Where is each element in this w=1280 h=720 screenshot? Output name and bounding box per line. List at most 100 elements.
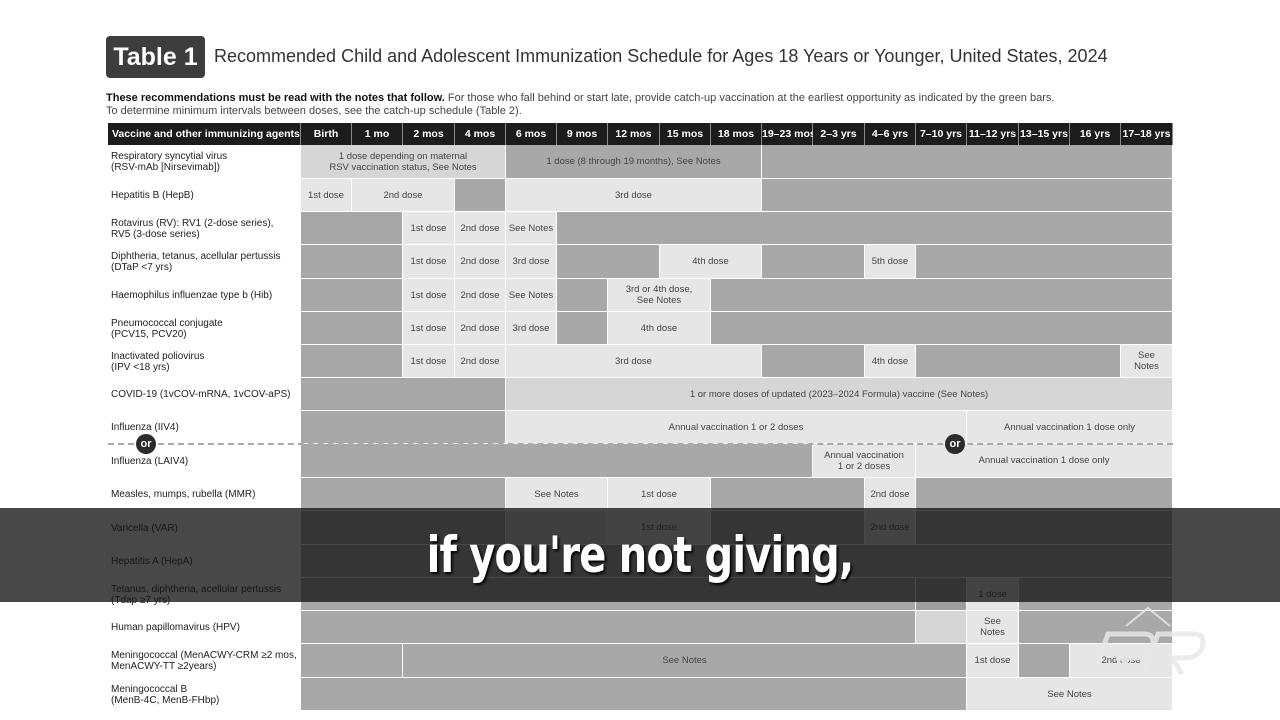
cell-text: Annual vaccination — [824, 449, 904, 461]
schedule-cell: 4th dose — [660, 245, 762, 279]
cell-text: 3rd dose — [512, 256, 550, 267]
column-header: Vaccine and other immunizing agents — [108, 123, 301, 145]
column-header: 19–23 mos — [762, 123, 816, 145]
schedule-cell — [301, 444, 813, 478]
schedule-cell: 1st dose — [403, 345, 455, 378]
cell-text: 1st dose — [410, 222, 447, 234]
schedule-cell — [301, 245, 403, 279]
schedule-cell: See Notes — [506, 478, 608, 511]
cell-text: Notes — [980, 627, 1005, 638]
row-label-line: Haemophilus influenzae type b (Hib) — [111, 290, 273, 301]
row-label: Hepatitis B (HepB) — [108, 179, 300, 212]
row-label-line: Measles, mumps, rubella (MMR) — [111, 489, 256, 500]
schedule-cell — [916, 245, 1173, 279]
cell-text: 1 or more doses of updated (2023–2024 Fo… — [689, 388, 989, 400]
row-label-line: (MenB-4C, MenB-FHbp) — [111, 694, 220, 706]
cell-text: 4th dose — [692, 256, 729, 267]
schedule-cell: 1st dose — [403, 245, 455, 279]
column-header: 16 yrs — [1070, 123, 1121, 145]
cell-text: 5th dose — [871, 256, 909, 267]
row-label: Rotavirus (RV): RV1 (2-dose series), RV5 … — [108, 212, 300, 245]
row-label-line: Diphtheria, tetanus, acellular pertussis — [111, 251, 281, 262]
row-label: Haemophilus influenzae type b (Hib) — [108, 279, 300, 312]
schedule-cell — [762, 345, 865, 378]
row-label-line: Meningococcal (MenACWY-CRM ≥2 mos, — [111, 650, 297, 661]
row-label-line: Meningococcal B — [111, 683, 188, 695]
row-label: Diphtheria, tetanus, acellular pertussis… — [108, 245, 300, 279]
schedule-cell: 1st dose — [403, 279, 455, 312]
schedule-cell — [1019, 611, 1173, 644]
schedule-cell: See Notes — [506, 212, 557, 245]
row-label: Respiratory syncytial virus (RSV-mAb [Nir… — [108, 145, 300, 179]
schedule-cell: 1st dose — [403, 212, 455, 245]
schedule-cell: See Notes — [506, 279, 557, 312]
row-label: Pneumococcal conjugate (PCV15, PCV20) — [108, 312, 300, 345]
schedule-cell: Annual vaccination 1 dose only — [967, 411, 1173, 444]
row-label: Human papillomavirus (HPV) — [108, 611, 300, 644]
row-label-line: MenACWY-TT ≥2years) — [111, 661, 217, 672]
cell-text: 1 dose depending on maternal — [338, 150, 468, 162]
row-label-line: Inactivated poliovirus — [111, 350, 205, 362]
schedule-cell: See Notes — [967, 678, 1173, 711]
schedule-cell: 2nd dose — [455, 245, 506, 279]
row-label-line: COVID-19 (1vCOV-mRNA, 1vCOV-aPS) — [111, 389, 291, 400]
schedule-cell: 3rd dose — [506, 179, 762, 212]
or-separator — [108, 443, 1173, 445]
intro-bold: These recommendations must be read with … — [106, 92, 445, 104]
row-label-line: Influenza (LAIV4) — [111, 455, 189, 467]
schedule-cell: 2nd dose — [865, 478, 916, 511]
cell-text: 1st dose — [410, 322, 447, 334]
row-label-line: (RSV-mAb [Nirsevimab]) — [111, 162, 220, 173]
cell-text: See — [984, 616, 1001, 627]
cell-text: 2nd dose — [460, 289, 500, 301]
cell-text: See Notes — [508, 222, 554, 234]
column-header: 1 mo — [352, 123, 403, 145]
row-label: Inactivated poliovirus (IPV <18 yrs) — [108, 345, 300, 378]
intro-line-1: These recommendations must be read with … — [106, 92, 1054, 104]
cell-text: 4th dose — [871, 355, 909, 367]
row-label-line: Pneumococcal conjugate — [111, 317, 223, 329]
column-header: 11–12 yrs — [967, 123, 1019, 145]
schedule-cell — [762, 145, 1173, 179]
column-header: 12 mos — [608, 123, 660, 145]
column-header: 9 mos — [557, 123, 608, 145]
schedule-cell — [455, 179, 506, 212]
cell-text: 3rd or 4th dose, — [625, 284, 693, 295]
schedule-cell — [301, 345, 403, 378]
cell-text: 2nd dose — [460, 355, 500, 367]
schedule-cell — [301, 478, 506, 511]
row-label-line: (PCV15, PCV20) — [111, 328, 187, 340]
schedule-cell — [711, 279, 1173, 312]
schedule-cell — [762, 179, 1173, 212]
cell-text: Annual vaccination 1 or 2 doses — [668, 421, 804, 433]
cell-text: See Notes — [662, 655, 707, 666]
intro-line-2: To determine minimum intervals between d… — [106, 105, 522, 117]
cell-text: 4th dose — [640, 322, 678, 334]
schedule-cell: 1st dose — [403, 312, 455, 345]
schedule-cell: 1 dose depending on maternal RSV vaccinat… — [301, 145, 506, 179]
schedule-cell: 1st dose — [967, 644, 1019, 678]
cell-text: 1 or 2 doses — [837, 460, 891, 472]
cell-text: Annual vaccination 1 dose only — [1004, 421, 1135, 433]
row-label-line: (DTaP <7 yrs) — [111, 262, 173, 273]
schedule-cell — [301, 279, 403, 312]
schedule-cell: 1 dose (8 through 19 months), See Notes — [506, 145, 762, 179]
schedule-cell: 3rd dose — [506, 312, 557, 345]
row-label: Meningococcal B (MenB-4C, MenB-FHbp) — [108, 678, 300, 711]
column-header: 6 mos — [506, 123, 557, 145]
schedule-cell: 4th dose — [865, 345, 916, 378]
schedule-cell: 1st dose — [301, 179, 352, 212]
schedule-cell — [301, 678, 967, 711]
schedule-cell: See Notes — [403, 644, 967, 678]
schedule-cell — [301, 312, 403, 345]
cell-text: 1st dose — [974, 655, 1011, 666]
or-badge: or — [136, 434, 156, 454]
cell-text: 1st dose — [410, 355, 447, 367]
column-header: Birth — [301, 123, 352, 145]
column-header: 7–10 yrs — [916, 123, 967, 145]
cell-text: RSV vaccination status, See Notes — [329, 161, 477, 173]
cell-text: See Notes — [534, 488, 579, 500]
cell-text: See — [1138, 350, 1155, 361]
schedule-cell: 2nd dose — [455, 312, 506, 345]
schedule-cell — [301, 611, 916, 644]
